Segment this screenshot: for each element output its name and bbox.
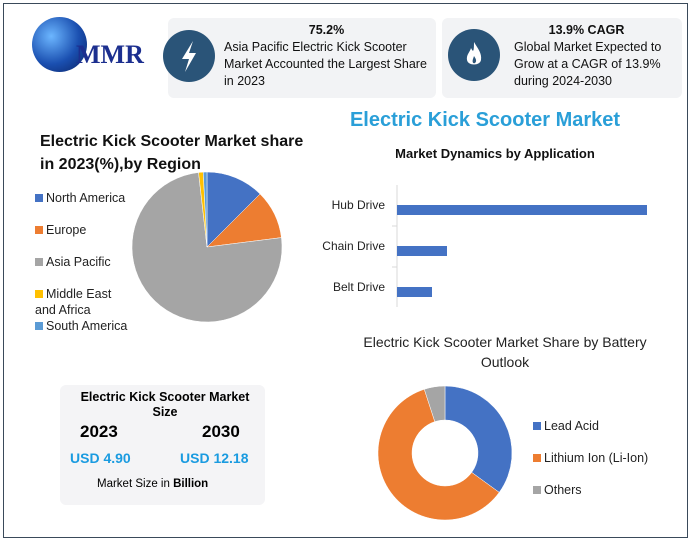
- legend-label: North America: [46, 191, 126, 205]
- legend-item: Middle East and Africa: [35, 286, 135, 318]
- bar-chain-drive: [397, 246, 447, 256]
- legend-label: Lithium Ion (Li-Ion): [544, 451, 649, 465]
- value-2023: USD 4.90: [70, 450, 131, 466]
- year-2030: 2030: [202, 422, 240, 441]
- legend-label: Others: [544, 483, 582, 497]
- region-pie-chart: [131, 171, 283, 323]
- flame-icon: [448, 29, 500, 81]
- legend-swatch: [533, 454, 541, 462]
- market-size-card: [60, 385, 265, 505]
- legend-item: South America: [35, 318, 135, 334]
- battery-slice-others: [423, 385, 446, 422]
- region-slice-north-america: [206, 171, 261, 248]
- bar-belt-drive: [397, 287, 432, 297]
- stat-share: 75.2% Asia Pacific Electric Kick Scooter…: [224, 22, 429, 90]
- stat-cagr: 13.9% CAGR Global Market Expected to Gro…: [514, 22, 679, 90]
- note-unit: Billion: [173, 478, 209, 490]
- stat-value: 75.2%: [308, 23, 345, 37]
- stat-text: Global Market Expected to Grow at a CAGR…: [514, 40, 662, 88]
- legend-item: Lithium Ion (Li-Ion): [533, 450, 648, 466]
- stat-value: 13.9% CAGR: [548, 23, 625, 37]
- battery-donut-chart: [377, 385, 513, 521]
- legend-swatch: [35, 322, 43, 330]
- bar-hub-drive: [397, 205, 647, 215]
- legend-swatch: [533, 486, 541, 494]
- market-size-note: Market Size in Billion: [97, 478, 208, 490]
- legend-item: Lead Acid: [533, 418, 599, 434]
- legend-label: South America: [46, 319, 128, 333]
- region-slice-south-america: [202, 171, 208, 248]
- bar-label: Chain Drive: [322, 239, 385, 253]
- region-slice-asia-pacific: [131, 172, 283, 323]
- year-2023: 2023: [80, 422, 118, 441]
- legend-swatch: [533, 422, 541, 430]
- infographic-frame: [3, 3, 688, 538]
- globe-icon: [32, 17, 87, 72]
- legend-swatch: [35, 290, 43, 298]
- bar-label: Hub Drive: [332, 198, 386, 212]
- bar-label: Belt Drive: [333, 280, 385, 294]
- legend-item: North America: [35, 190, 135, 206]
- legend-label: Europe: [46, 223, 87, 237]
- mmr-logo: MMR: [30, 12, 155, 82]
- lightning-bolt-icon: [163, 30, 215, 82]
- legend-swatch: [35, 258, 43, 266]
- legend-item: Europe: [35, 222, 135, 238]
- region-chart-title: Electric Kick Scooter Market share in 20…: [40, 133, 304, 173]
- legend-label: Lead Acid: [544, 419, 599, 433]
- legend-item: Asia Pacific: [35, 254, 135, 270]
- donut-chart-title: Electric Kick Scooter Market Share by Ba…: [363, 334, 647, 370]
- legend-item: Others: [533, 482, 582, 498]
- market-size-title: Electric Kick Scooter Market Size: [80, 390, 250, 419]
- legend-swatch: [35, 226, 43, 234]
- logo-text: MMR: [76, 40, 144, 69]
- value-2030: USD 12.18: [180, 450, 249, 466]
- main-title: Electric Kick Scooter Market: [349, 109, 621, 131]
- legend-swatch: [35, 194, 43, 202]
- legend-label: Middle East and Africa: [35, 287, 112, 317]
- legend-label: Asia Pacific: [46, 255, 111, 269]
- stat-text: Asia Pacific Electric Kick Scooter Marke…: [224, 40, 427, 88]
- application-bar-chart: Hub Drive Chain Drive Belt Drive: [322, 185, 647, 307]
- bar-chart-title: Market Dynamics by Application: [395, 146, 595, 161]
- note-prefix: Market Size in: [97, 478, 174, 490]
- battery-slice-lead-acid: [444, 385, 513, 493]
